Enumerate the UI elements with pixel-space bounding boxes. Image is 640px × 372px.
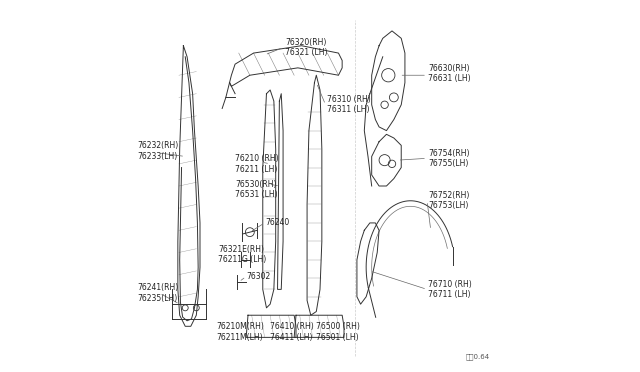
Text: 76754(RH)
76755(LH): 76754(RH) 76755(LH) <box>428 148 470 168</box>
Text: 76210M(RH)
76211M(LH): 76210M(RH) 76211M(LH) <box>216 322 264 341</box>
Text: 76302: 76302 <box>246 272 271 281</box>
Text: 76630(RH)
76631 (LH): 76630(RH) 76631 (LH) <box>428 64 471 83</box>
Text: 76321E(RH)
76211G (LH): 76321E(RH) 76211G (LH) <box>218 245 267 264</box>
Text: 76241(RH)
76235(LH): 76241(RH) 76235(LH) <box>137 283 179 303</box>
Text: 76752(RH)
76753(LH): 76752(RH) 76753(LH) <box>428 191 470 211</box>
Text: 76232(RH)
76233(LH): 76232(RH) 76233(LH) <box>137 141 179 161</box>
Text: 76310 (RH)
76311 (LH): 76310 (RH) 76311 (LH) <box>326 95 371 115</box>
Text: 76320(RH)
76321 (LH): 76320(RH) 76321 (LH) <box>285 38 328 57</box>
Text: 䝠ち0.64: 䝠ち0.64 <box>466 353 490 359</box>
Text: 76240: 76240 <box>266 218 290 227</box>
Text: 76530(RH)
76531 (LH): 76530(RH) 76531 (LH) <box>235 180 278 199</box>
Text: 76210 (RH)
76211 (LH): 76210 (RH) 76211 (LH) <box>235 154 278 174</box>
Text: 76410 (RH)
76411 (LH): 76410 (RH) 76411 (LH) <box>270 322 314 341</box>
Text: 76710 (RH)
76711 (LH): 76710 (RH) 76711 (LH) <box>428 280 472 299</box>
Text: 76500 (RH)
76501 (LH): 76500 (RH) 76501 (LH) <box>316 322 360 341</box>
